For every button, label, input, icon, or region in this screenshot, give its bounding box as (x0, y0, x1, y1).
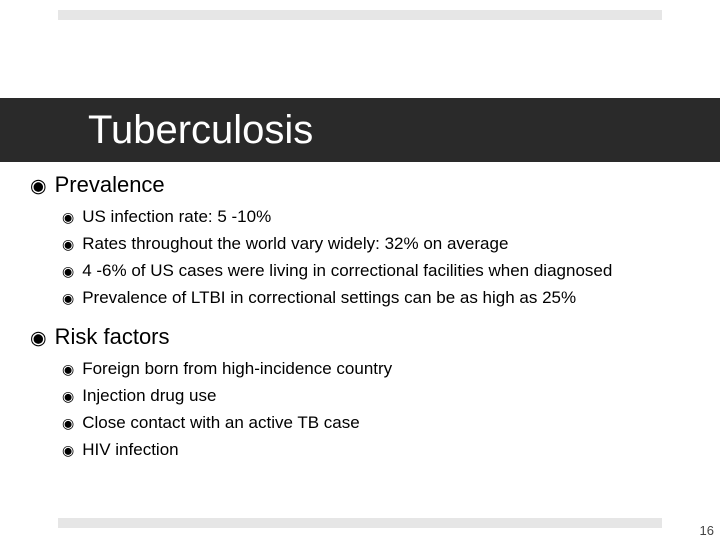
list-item: ◉ Close contact with an active TB case (62, 412, 690, 435)
section-label: Prevalence (55, 172, 165, 198)
section-risk-factors: ◉ Risk factors ◉ Foreign born from high-… (30, 324, 690, 462)
list-item: ◉ Rates throughout the world vary widely… (62, 233, 690, 256)
section-items: ◉ US infection rate: 5 -10% ◉ Rates thro… (62, 206, 690, 310)
bullet-icon: ◉ (62, 415, 74, 432)
bullet-icon: ◉ (62, 263, 74, 280)
item-text: Foreign born from high-incidence country (82, 358, 392, 381)
bullet-icon: ◉ (62, 442, 74, 459)
section-label: Risk factors (55, 324, 170, 350)
item-text: Injection drug use (82, 385, 216, 408)
item-text: Prevalence of LTBI in correctional setti… (82, 287, 576, 310)
bullet-icon: ◉ (62, 388, 74, 405)
list-item: ◉ Prevalence of LTBI in correctional set… (62, 287, 690, 310)
bullet-icon: ◉ (30, 175, 47, 198)
list-item: ◉ Foreign born from high-incidence count… (62, 358, 690, 381)
item-text: US infection rate: 5 -10% (82, 206, 271, 229)
section-prevalence: ◉ Prevalence ◉ US infection rate: 5 -10%… (30, 172, 690, 310)
item-text: 4 -6% of US cases were living in correct… (82, 260, 612, 283)
top-accent-bar (58, 10, 662, 20)
slide-title: Tuberculosis (88, 108, 313, 153)
item-text: Close contact with an active TB case (82, 412, 360, 435)
page-number: 16 (700, 523, 714, 538)
title-bar: Tuberculosis (0, 98, 720, 162)
bottom-accent-bar (58, 518, 662, 528)
bullet-icon: ◉ (62, 236, 74, 253)
bullet-icon: ◉ (62, 209, 74, 226)
section-header: ◉ Risk factors (30, 324, 690, 350)
slide-content: ◉ Prevalence ◉ US infection rate: 5 -10%… (30, 172, 690, 476)
list-item: ◉ 4 -6% of US cases were living in corre… (62, 260, 690, 283)
item-text: HIV infection (82, 439, 178, 462)
bullet-icon: ◉ (62, 361, 74, 378)
bullet-icon: ◉ (30, 327, 47, 350)
list-item: ◉ HIV infection (62, 439, 690, 462)
section-header: ◉ Prevalence (30, 172, 690, 198)
bullet-icon: ◉ (62, 290, 74, 307)
item-text: Rates throughout the world vary widely: … (82, 233, 508, 256)
list-item: ◉ Injection drug use (62, 385, 690, 408)
section-items: ◉ Foreign born from high-incidence count… (62, 358, 690, 462)
list-item: ◉ US infection rate: 5 -10% (62, 206, 690, 229)
